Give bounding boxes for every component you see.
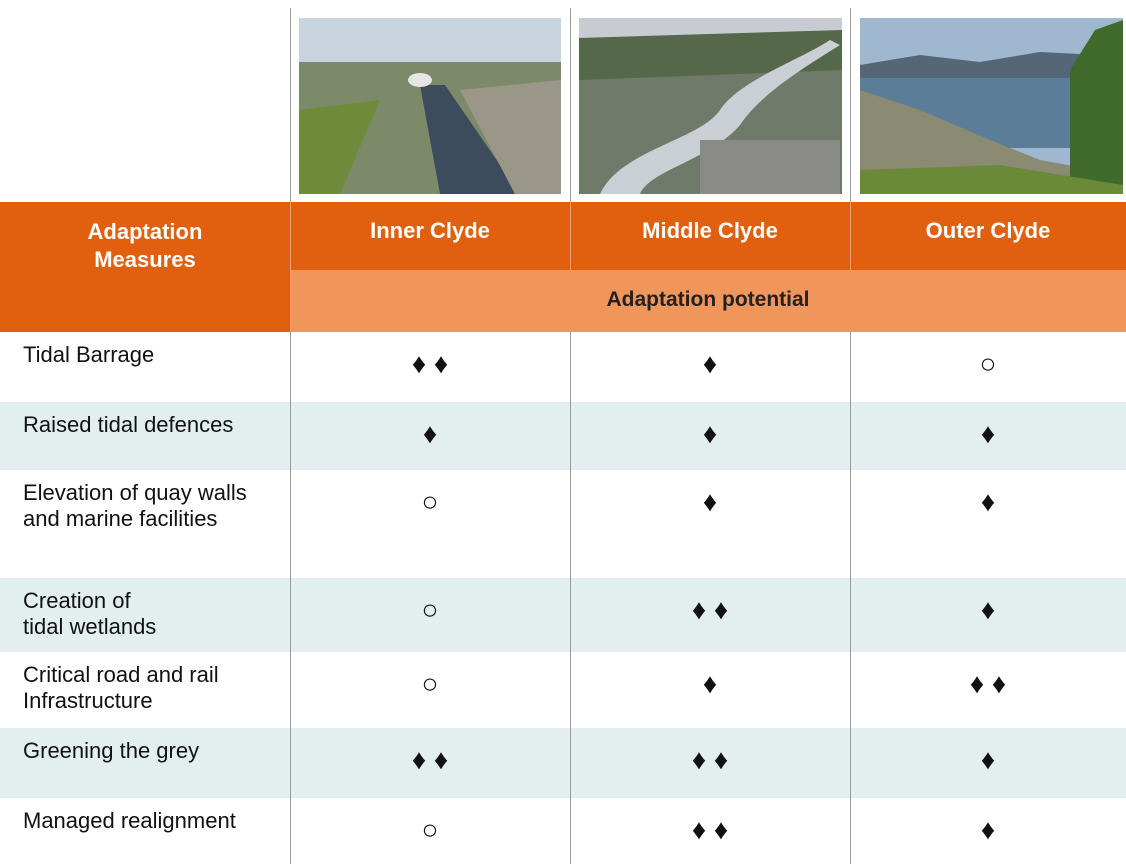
cell-symbol: ♦ [702, 348, 718, 379]
photo-outer [860, 18, 1123, 194]
header-divider [290, 202, 291, 332]
header-first-fill [0, 270, 290, 332]
header-first: Adaptation Measures [87, 219, 203, 272]
cell-symbol: ♦ ♦ [411, 744, 449, 775]
row-bg [0, 470, 1126, 578]
cell-symbol: ♦ [980, 744, 996, 775]
cell-symbol: ♦ [702, 668, 718, 699]
cell-symbol: ♦ ♦ [691, 594, 729, 625]
cell-symbol: ♦ [980, 418, 996, 449]
row-label: Managed realignment [23, 808, 236, 833]
row-bg [0, 728, 1126, 798]
cell-symbol: ♦ [702, 418, 718, 449]
divider [850, 332, 851, 864]
photos [299, 18, 1123, 194]
cell-symbol: ♦ [702, 486, 718, 517]
subheader-band [290, 270, 1126, 332]
cell-symbol: ○ [979, 348, 997, 379]
row-label: Raised tidal defences [23, 412, 234, 437]
cell-symbol: ♦ [980, 594, 996, 625]
divider [570, 332, 571, 864]
row-bg [0, 652, 1126, 728]
subheader: Adaptation potential [606, 288, 810, 311]
row-label: Greening the grey [23, 738, 200, 763]
header-divider [570, 202, 571, 270]
cell-symbol: ♦ ♦ [691, 814, 729, 845]
photo-middle [579, 18, 842, 194]
cell-symbol: ♦ ♦ [691, 744, 729, 775]
cell-symbol: ♦ ♦ [411, 348, 449, 379]
photo-inner [299, 18, 561, 194]
row-label: Critical road and rail Infrastructure [23, 662, 219, 713]
divider [850, 8, 851, 202]
row-bg [0, 402, 1126, 470]
row-label: Tidal Barrage [23, 342, 155, 367]
header-col: Outer Clyde [925, 218, 1051, 243]
row-bg [0, 798, 1126, 864]
cell-symbol: ♦ ♦ [969, 668, 1007, 699]
header-band [0, 202, 1126, 270]
row-bg [0, 332, 1126, 402]
header-col: Inner Clyde [370, 218, 490, 243]
cell-symbol: ♦ [980, 814, 996, 845]
cell-symbol: ○ [421, 486, 439, 517]
cell-symbol: ○ [421, 594, 439, 625]
cell-symbol: ♦ [422, 418, 438, 449]
cell-symbol: ○ [421, 668, 439, 699]
divider [290, 8, 291, 202]
row-bg [0, 578, 1126, 652]
row-label: Creation of tidal wetlands [23, 588, 157, 639]
cell-symbol: ♦ [980, 486, 996, 517]
cell-symbol: ○ [421, 814, 439, 845]
divider [570, 8, 571, 202]
header-col: Middle Clyde [642, 218, 778, 243]
divider [290, 332, 291, 864]
row-label: Elevation of quay walls and marine facil… [23, 480, 247, 531]
header-divider [850, 202, 851, 270]
